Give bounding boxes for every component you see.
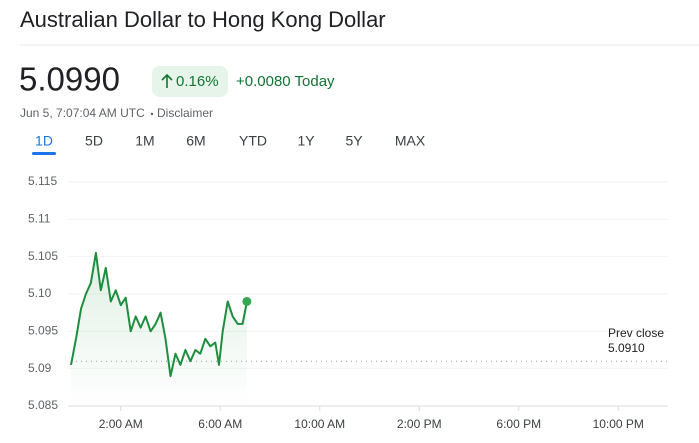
y-tick-label: 5.105 [28,249,58,263]
change-badge [152,66,228,97]
tab-underline [32,152,56,155]
disclaimer-link[interactable]: Disclaimer [157,106,213,120]
x-tick-label: 2:00 AM [99,417,143,431]
up-arrow [161,73,173,88]
range-tab[interactable]: 5D [85,133,103,149]
range-tab[interactable]: 1D [35,133,53,149]
y-tick-label: 5.09 [28,361,52,375]
y-tick-label: 5.11 [28,212,51,226]
x-tick-label: 6:00 PM [496,417,541,431]
separator [150,112,154,116]
x-tick-label: 2:00 PM [397,417,442,431]
price-line [70,251,248,378]
range-tab[interactable]: MAX [395,133,426,149]
x-tick-label: 10:00 AM [294,417,345,431]
y-tick-label: 5.095 [28,324,58,338]
range-tab[interactable]: 5Y [345,133,363,149]
price: 5.0990 [19,61,120,98]
last-point [242,296,252,306]
timestamp: Jun 5, 7:07:04 AM UTC [20,106,145,120]
y-tick-label: 5.115 [28,174,57,188]
range-tab[interactable]: 6M [186,133,205,149]
x-tick-label: 10:00 PM [593,417,644,431]
change-amount: +0.0080 Today [236,73,335,90]
change-percent: 0.16% [176,73,219,90]
y-tick-label: 5.085 [28,398,58,412]
page-title: Australian Dollar to Hong Kong Dollar [20,7,386,32]
x-tick-label: 6:00 AM [198,417,242,431]
y-tick-label: 5.10 [28,286,52,300]
prev-close-value: 5.0910 [608,341,645,355]
range-tab[interactable]: 1M [135,133,154,149]
range-tab[interactable]: YTD [239,133,267,149]
range-tab[interactable]: 1Y [297,133,315,149]
area [71,252,247,406]
prev-close-label: Prev close [608,326,664,340]
